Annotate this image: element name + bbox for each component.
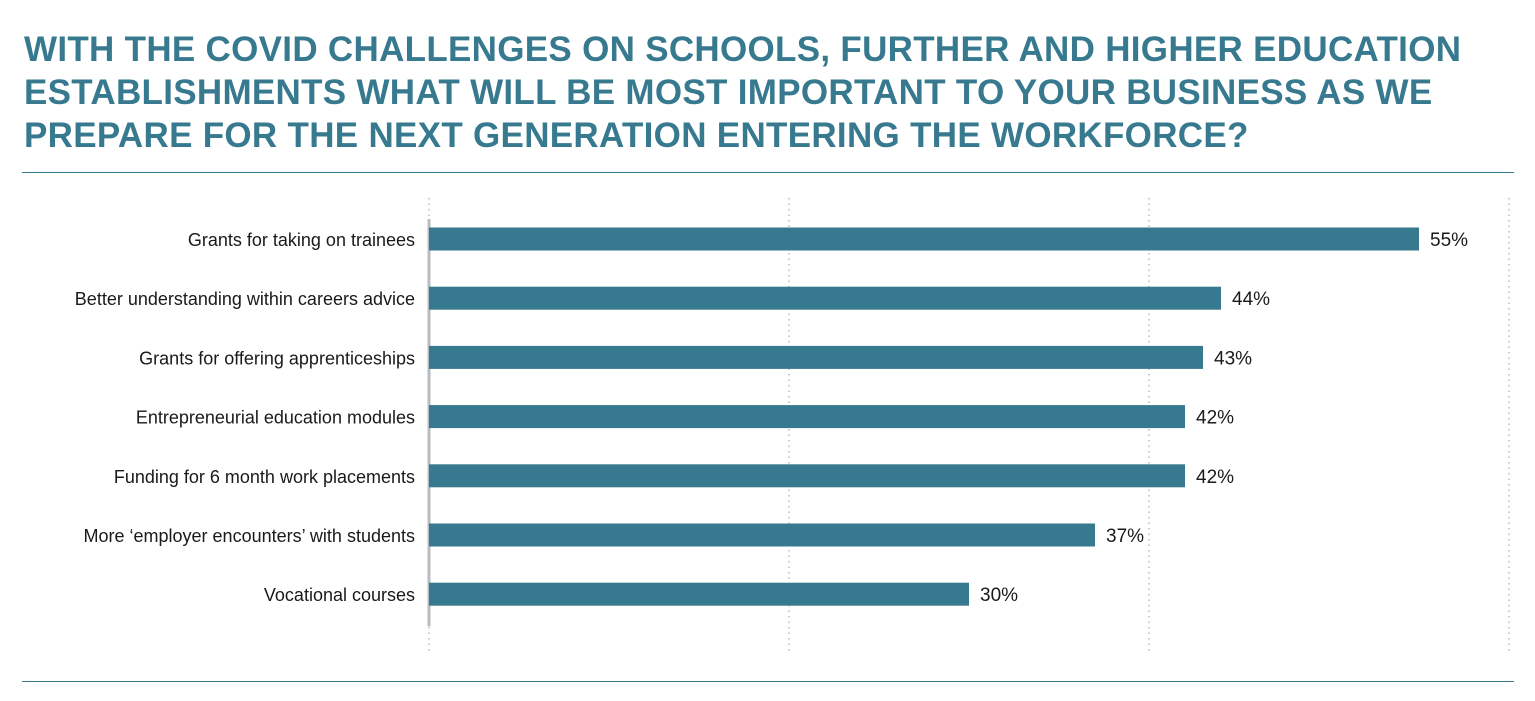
bar — [429, 464, 1185, 488]
bar — [429, 227, 1419, 251]
bar — [429, 405, 1185, 429]
category-label: Grants for offering apprenticeships — [139, 348, 415, 368]
data-label: 42% — [1196, 467, 1234, 488]
category-label: More ‘employer encounters’ with students — [84, 526, 416, 546]
top-divider — [22, 172, 1514, 173]
category-label: Grants for taking on trainees — [188, 230, 415, 250]
bar — [429, 286, 1221, 310]
category-label: Better understanding within careers advi… — [75, 289, 415, 309]
data-label: 37% — [1106, 526, 1144, 547]
data-label: 44% — [1232, 289, 1270, 310]
chart-title: WITH THE COVID CHALLENGES ON SCHOOLS, FU… — [24, 30, 1462, 155]
bottom-divider — [22, 681, 1514, 682]
category-label: Vocational courses — [264, 585, 415, 605]
data-label: 43% — [1214, 348, 1252, 369]
bar — [429, 582, 969, 606]
bar — [429, 523, 1095, 547]
bar — [429, 345, 1203, 369]
data-label: 55% — [1430, 230, 1468, 251]
category-label: Entrepreneurial education modules — [136, 408, 415, 428]
category-label: Funding for 6 month work placements — [114, 467, 415, 487]
data-label: 42% — [1196, 408, 1234, 429]
data-label: 30% — [980, 585, 1018, 606]
